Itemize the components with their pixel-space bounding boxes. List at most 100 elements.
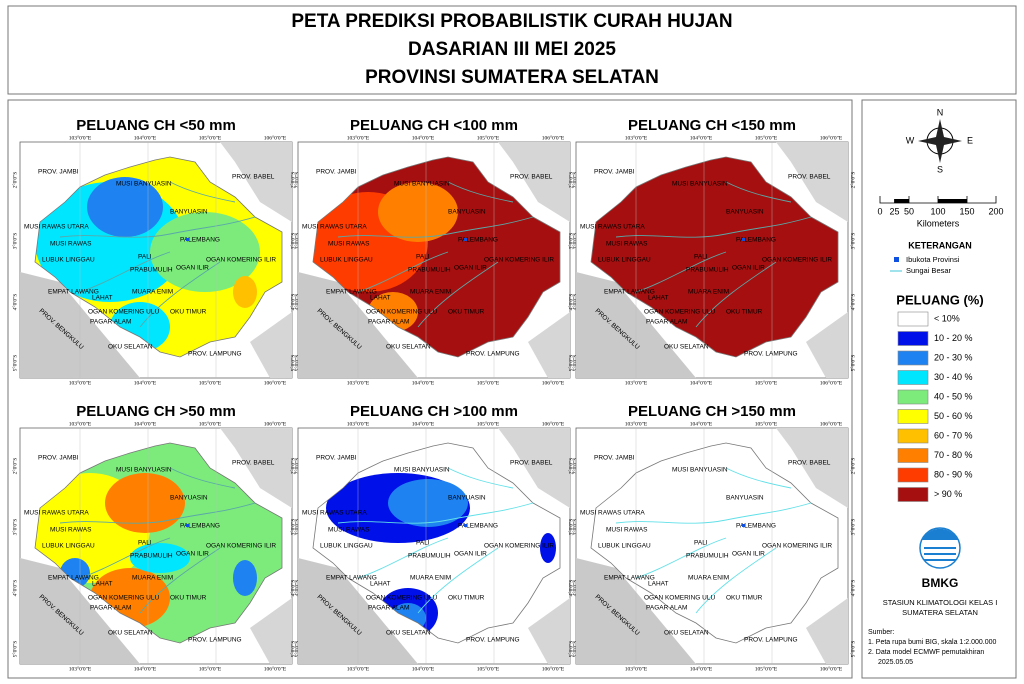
lon-label: 104°0'0"E [690, 420, 713, 427]
region-label: LUBUK LINGGAU [42, 543, 95, 550]
region-label: MUARA ENIM [688, 575, 729, 582]
lat-label: 3°0'0"S [289, 519, 296, 536]
probability-area [378, 182, 458, 242]
map-panel: PROV. JAMBI PROV. BABEL MUSI BANYUASIN BANY… [289, 420, 578, 672]
panel-title: PELUANG CH >100 mm [350, 403, 518, 420]
lat-label: 3°0'0"S [849, 519, 856, 536]
lon-label: 104°0'0"E [134, 420, 157, 427]
region-label: BANYUASIN [726, 495, 764, 502]
map-panel: PROV. JAMBI PROV. BABEL MUSI BANYUASIN BANY… [289, 134, 578, 386]
region-label: OKU TIMUR [448, 595, 485, 602]
lat-label: 4°0'0"S [293, 580, 300, 597]
river [615, 216, 812, 238]
region-label: MUSI RAWAS UTARA [302, 510, 367, 517]
province-outline [590, 156, 839, 358]
sea [220, 428, 292, 508]
region-label: BANYUASIN [448, 209, 486, 216]
lat-label: 2°0'0"S [849, 458, 856, 475]
region-label: OKU SELATAN [386, 630, 431, 637]
capital-marker [464, 524, 467, 527]
lon-label: 106°0'0"E [264, 134, 287, 141]
capital-marker [464, 238, 467, 241]
lon-label: 106°0'0"E [820, 134, 843, 141]
lon-label: 105°0'0"E [199, 665, 222, 672]
lat-label: 5°0'0"S [849, 641, 856, 658]
lat-label: 5°0'0"S [567, 641, 574, 658]
probability-area [150, 212, 260, 292]
compass-letter: E [967, 135, 973, 145]
lat-label: 2°0'0"S [289, 458, 296, 475]
region-label: PRABUMULIH [686, 267, 729, 274]
map-content: PROV. JAMBI PROV. BABEL MUSI BANYUASIN BANY… [576, 428, 848, 664]
sea [250, 312, 292, 378]
region-label: OKU TIMUR [726, 595, 763, 602]
scale-label: 150 [959, 206, 974, 216]
lat-label: 5°0'0"S [849, 355, 856, 372]
region-label: LUBUK LINGGAU [598, 543, 651, 550]
lon-label: 105°0'0"E [199, 379, 222, 386]
lon-label: 105°0'0"E [477, 134, 500, 141]
lon-label: 103°0'0"E [69, 134, 92, 141]
legend-swatch [897, 389, 929, 405]
region-label: OKU SELATAN [108, 630, 153, 637]
region-label: BANYUASIN [448, 495, 486, 502]
legend-label: 70 - 80 % [934, 450, 973, 460]
region-label: PROV. LAMPUNG [744, 351, 798, 358]
lat-label: 3°0'0"S [11, 519, 18, 536]
sea [528, 312, 570, 378]
region-label: PALEMBANG [736, 237, 776, 244]
river [635, 537, 727, 579]
region-label: OKU TIMUR [170, 595, 207, 602]
region-label: PROV. BABEL [510, 460, 553, 467]
legend-swatch [897, 331, 929, 346]
legend-swatch [897, 428, 929, 444]
river [695, 547, 777, 614]
map-panel: PROV. JAMBI PROV. BABEL MUSI BANYUASIN BANY… [567, 420, 856, 672]
river [635, 251, 727, 293]
region-label: PROV. JAMBI [316, 169, 357, 176]
province-outline [34, 156, 283, 358]
region-label: LAHAT [370, 581, 390, 588]
region-label: PROV. LAMPUNG [188, 351, 242, 358]
scale-label: 50 [904, 206, 914, 216]
probability-area [388, 479, 468, 527]
scale-unit: Kilometers [917, 218, 960, 228]
river [79, 251, 171, 293]
region-label: OGAN ILIR [176, 265, 209, 272]
region-label: PROV. LAMPUNG [466, 637, 520, 644]
region-label: OGAN ILIR [454, 265, 487, 272]
legend-label: 30 - 40 % [934, 372, 973, 382]
region-label: LAHAT [648, 581, 668, 588]
lat-label: 5°0'0"S [11, 641, 18, 658]
river [169, 181, 236, 203]
legend-label: > 90 % [934, 489, 962, 499]
lat-label: 2°0'0"S [293, 458, 300, 475]
capital-symbol [894, 257, 899, 262]
map-panel: PROV. JAMBI PROV. BABEL MUSI BANYUASIN BANY… [11, 134, 300, 386]
region-label: PALEMBANG [458, 237, 498, 244]
river [357, 537, 449, 579]
probability-area [233, 276, 257, 308]
header-line: PETA PREDIKSI PROBABILISTIK CURAH HUJAN [291, 11, 732, 32]
legend-swatch [897, 350, 929, 366]
lat-label: 3°0'0"S [293, 519, 300, 536]
region-label: PROV. JAMBI [38, 169, 79, 176]
region-label: MUSI BANYUASIN [394, 467, 450, 474]
region-label: OGAN KOMERING ILIR [762, 543, 832, 550]
region-label: MUSI RAWAS UTARA [580, 510, 645, 517]
river [139, 547, 221, 614]
lon-label: 105°0'0"E [755, 665, 778, 672]
region-label: MUSI BANYUASIN [672, 181, 728, 188]
river [615, 502, 812, 524]
region-label: EMPAT LAWANG [326, 289, 377, 296]
capital-marker [186, 238, 189, 241]
lon-label: 105°0'0"E [755, 420, 778, 427]
lon-label: 104°0'0"E [412, 420, 435, 427]
region-label: OGAN KOMERING ILIR [762, 257, 832, 264]
river [337, 502, 534, 524]
region-label: PALI [138, 254, 152, 261]
region-label: MUSI RAWAS UTARA [302, 224, 367, 231]
lat-label: 2°0'0"S [567, 458, 574, 475]
region-label: OGAN KOMERING ULU [88, 595, 159, 602]
region-label: PAGAR ALAM [90, 319, 131, 326]
